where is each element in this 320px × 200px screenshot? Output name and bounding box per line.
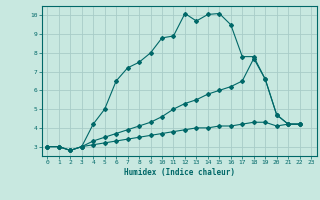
X-axis label: Humidex (Indice chaleur): Humidex (Indice chaleur) <box>124 168 235 177</box>
